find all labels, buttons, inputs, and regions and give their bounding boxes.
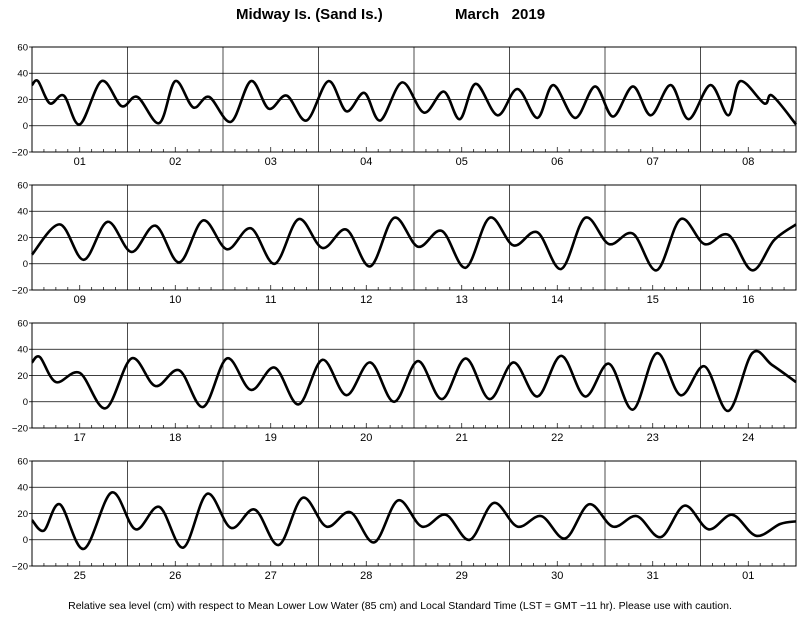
day-label: 13	[456, 294, 468, 306]
day-label: 01	[742, 570, 754, 582]
y-tick-label: 0	[23, 397, 28, 408]
day-label: 14	[551, 294, 563, 306]
day-label: 02	[169, 156, 181, 168]
y-tick-label: 0	[23, 535, 28, 546]
tide-line	[30, 216, 797, 272]
y-tick-label: 20	[17, 233, 28, 244]
day-label: 24	[742, 432, 754, 444]
day-label: 05	[456, 156, 468, 168]
day-label: 16	[742, 294, 754, 306]
y-tick-label: 40	[17, 207, 28, 218]
y-tick-label: −20	[12, 285, 28, 296]
day-label: 06	[551, 156, 563, 168]
y-tick-label: 0	[23, 121, 28, 132]
footer-note: Relative sea level (cm) with respect to …	[68, 600, 732, 612]
y-tick-label: −20	[12, 423, 28, 434]
y-tick-label: 40	[17, 69, 28, 80]
tide-chart: −20 0 20 40 60 01 02 03 04 05 06 07 08 −20 0 20 40 60 09 10…	[12, 42, 798, 582]
y-tick-label: −20	[12, 147, 28, 158]
y-tick-label: 0	[23, 259, 28, 270]
y-tick-label: 20	[17, 371, 28, 382]
y-tick-label: 20	[17, 509, 28, 520]
day-label: 10	[169, 294, 181, 306]
chart-title: Midway Is. (Sand Is.) March 2019	[0, 6, 800, 28]
day-label: 26	[169, 570, 181, 582]
day-label: 21	[456, 432, 468, 444]
day-label: 20	[360, 432, 372, 444]
y-tick-label: 60	[17, 456, 28, 467]
day-label: 04	[360, 156, 372, 168]
tide-line	[31, 349, 797, 413]
y-tick-label: −20	[12, 561, 28, 572]
day-label: 31	[647, 570, 659, 582]
day-label: 30	[551, 570, 563, 582]
y-tick-label: 40	[17, 345, 28, 356]
day-label: 27	[265, 570, 277, 582]
day-label: 28	[360, 570, 372, 582]
day-label: 11	[265, 294, 276, 306]
day-label: 01	[74, 156, 86, 168]
y-tick-label: 60	[17, 180, 28, 191]
day-label: 12	[360, 294, 372, 306]
y-tick-label: 60	[17, 318, 28, 329]
day-label: 22	[551, 432, 563, 444]
title-location: Midway Is. (Sand Is.)	[236, 6, 383, 23]
y-tick-label: 20	[17, 95, 28, 106]
day-label: 19	[265, 432, 277, 444]
day-label: 25	[74, 570, 86, 582]
y-tick-label: 40	[17, 483, 28, 494]
day-label: 18	[169, 432, 181, 444]
day-label: 07	[647, 156, 659, 168]
day-label: 08	[742, 156, 754, 168]
day-label: 15	[647, 294, 659, 306]
day-label: 17	[74, 432, 86, 444]
y-tick-label: 60	[17, 42, 28, 53]
tide-line	[31, 491, 797, 551]
tide-line	[31, 79, 798, 126]
day-label: 03	[265, 156, 277, 168]
day-label: 29	[456, 570, 468, 582]
day-label: 23	[647, 432, 659, 444]
title-month: March 2019	[455, 6, 546, 23]
day-label: 09	[74, 294, 86, 306]
